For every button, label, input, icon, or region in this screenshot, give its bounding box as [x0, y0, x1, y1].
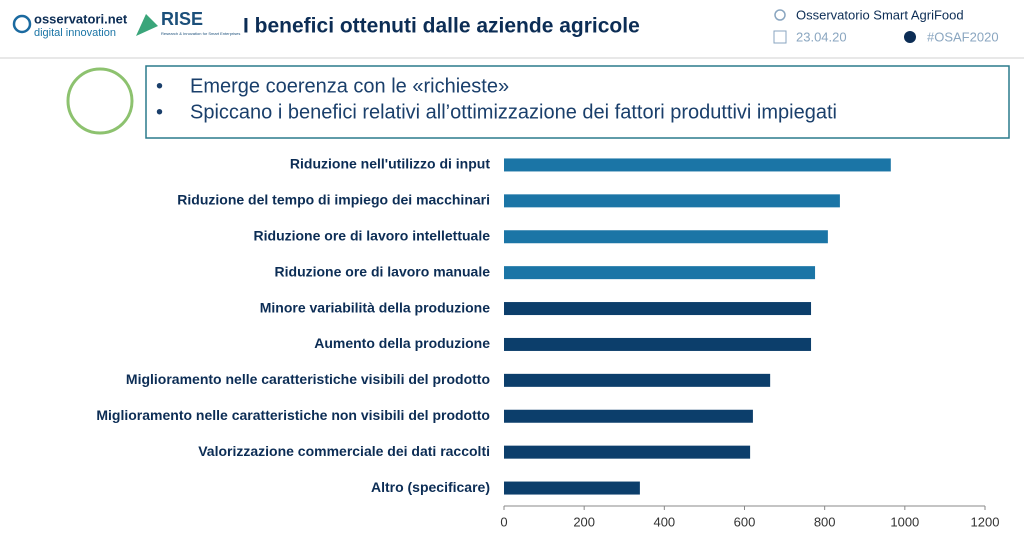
date-icon — [773, 30, 787, 44]
bar — [504, 445, 751, 459]
logo-icon — [12, 14, 32, 34]
bar — [504, 337, 812, 351]
bar — [504, 409, 753, 423]
observatory: Osservatorio Smart AgriFood — [796, 7, 964, 22]
bullet-dot: • — [156, 75, 163, 97]
slide-title: I benefici ottenuti dalle aziende agrico… — [243, 15, 640, 38]
rise-subtext: Research & Innovation for Smart Enterpri… — [161, 31, 240, 36]
y-tick-label: Miglioramento nelle caratteristiche non … — [96, 407, 490, 423]
bar — [504, 373, 771, 387]
bar — [504, 230, 828, 244]
bullet: Spiccano i benefici relativi all’ottimiz… — [190, 101, 837, 123]
x-tick-label: 1000 — [890, 514, 919, 529]
y-tick-label: Riduzione ore di lavoro manuale — [275, 263, 491, 279]
bar — [504, 302, 812, 316]
rise-logo: RISE — [161, 9, 203, 29]
bullet: Emerge coerenza con le «richieste» — [190, 75, 509, 97]
x-tick-label: 800 — [814, 514, 836, 529]
x-tick-label: 200 — [573, 514, 595, 529]
y-tick-label: Riduzione del tempo di impiego dei macch… — [177, 192, 490, 208]
date: 23.04.20 — [796, 29, 847, 44]
bullet-box — [145, 65, 1010, 139]
observatory-icon — [774, 9, 786, 21]
bullet-dot: • — [156, 101, 163, 123]
bar — [504, 194, 840, 208]
hashtag: #OSAF2020 — [927, 29, 999, 44]
twitter-icon — [904, 31, 916, 43]
bar — [504, 481, 640, 495]
logo-text: osservatori.net — [34, 11, 128, 26]
logo-subtext: digital innovation — [34, 27, 116, 39]
x-tick-label: 0 — [500, 514, 507, 529]
globe-icon — [66, 67, 134, 135]
bar — [504, 266, 816, 280]
y-tick-label: Minore variabilità della produzione — [260, 299, 490, 315]
y-tick-label: Riduzione nell'utilizzo di input — [290, 156, 490, 172]
x-tick-label: 1200 — [971, 514, 1000, 529]
rise-icon — [136, 14, 158, 36]
y-tick-label: Altro (specificare) — [371, 479, 490, 495]
x-tick-label: 400 — [653, 514, 675, 529]
bar — [504, 158, 891, 172]
y-tick-label: Miglioramento nelle caratteristiche visi… — [126, 371, 490, 387]
y-tick-label: Riduzione ore di lavoro intellettuale — [254, 227, 491, 243]
y-tick-label: Valorizzazione commerciale dei dati racc… — [198, 443, 490, 459]
y-tick-label: Aumento della produzione — [314, 335, 490, 351]
x-tick-label: 600 — [734, 514, 756, 529]
